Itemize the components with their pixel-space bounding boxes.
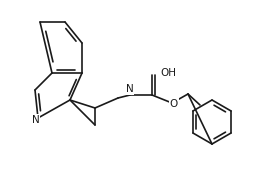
- Text: N: N: [126, 84, 134, 94]
- Text: N: N: [32, 115, 40, 125]
- Text: OH: OH: [160, 68, 176, 78]
- Text: O: O: [170, 99, 178, 109]
